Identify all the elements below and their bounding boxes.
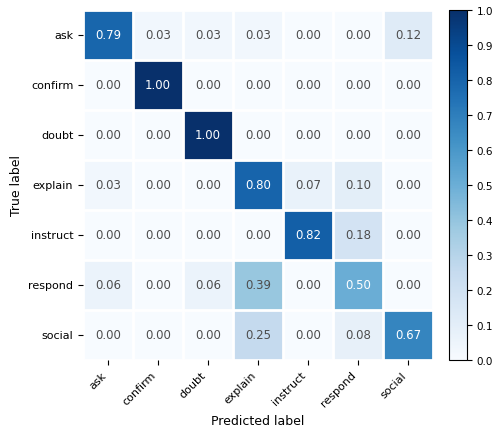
Text: 0.00: 0.00 bbox=[95, 329, 121, 342]
Text: 0.25: 0.25 bbox=[245, 329, 271, 342]
Text: 0.80: 0.80 bbox=[245, 179, 271, 192]
Text: 0.00: 0.00 bbox=[195, 179, 221, 192]
Text: 0.00: 0.00 bbox=[145, 279, 171, 292]
Text: 0.00: 0.00 bbox=[395, 279, 421, 292]
Text: 0.00: 0.00 bbox=[395, 229, 421, 242]
Text: 0.00: 0.00 bbox=[145, 329, 171, 342]
Text: 0.12: 0.12 bbox=[395, 30, 421, 43]
Text: 0.82: 0.82 bbox=[295, 229, 321, 242]
Text: 0.67: 0.67 bbox=[395, 329, 421, 342]
Text: 0.00: 0.00 bbox=[195, 329, 221, 342]
Text: 0.00: 0.00 bbox=[245, 229, 271, 242]
Text: 0.00: 0.00 bbox=[195, 79, 221, 92]
Text: 0.00: 0.00 bbox=[95, 79, 121, 92]
Y-axis label: True label: True label bbox=[10, 155, 22, 216]
Text: 0.00: 0.00 bbox=[95, 229, 121, 242]
Text: 0.00: 0.00 bbox=[345, 79, 371, 92]
Text: 0.00: 0.00 bbox=[395, 129, 421, 142]
Text: 0.00: 0.00 bbox=[245, 129, 271, 142]
Text: 0.00: 0.00 bbox=[145, 229, 171, 242]
Text: 0.00: 0.00 bbox=[295, 30, 321, 43]
Text: 0.00: 0.00 bbox=[295, 279, 321, 292]
Text: 0.08: 0.08 bbox=[345, 329, 371, 342]
Text: 0.00: 0.00 bbox=[395, 179, 421, 192]
Text: 0.00: 0.00 bbox=[295, 329, 321, 342]
Text: 0.00: 0.00 bbox=[145, 129, 171, 142]
Text: 0.00: 0.00 bbox=[145, 179, 171, 192]
Text: 0.00: 0.00 bbox=[245, 79, 271, 92]
Text: 0.00: 0.00 bbox=[95, 129, 121, 142]
Text: 0.03: 0.03 bbox=[245, 30, 271, 43]
Text: 0.10: 0.10 bbox=[345, 179, 371, 192]
Text: 0.03: 0.03 bbox=[95, 179, 121, 192]
Text: 0.00: 0.00 bbox=[395, 79, 421, 92]
Text: 0.39: 0.39 bbox=[245, 279, 271, 292]
Text: 0.00: 0.00 bbox=[195, 229, 221, 242]
Text: 0.00: 0.00 bbox=[345, 129, 371, 142]
Text: 0.18: 0.18 bbox=[345, 229, 371, 242]
Text: 0.06: 0.06 bbox=[195, 279, 221, 292]
X-axis label: Predicted label: Predicted label bbox=[212, 414, 304, 427]
Text: 0.00: 0.00 bbox=[345, 30, 371, 43]
Text: 1.00: 1.00 bbox=[195, 129, 221, 142]
Text: 0.03: 0.03 bbox=[145, 30, 171, 43]
Text: 0.00: 0.00 bbox=[295, 79, 321, 92]
Text: 1.00: 1.00 bbox=[145, 79, 171, 92]
Text: 0.79: 0.79 bbox=[95, 30, 121, 43]
Text: 0.06: 0.06 bbox=[95, 279, 121, 292]
Text: 0.00: 0.00 bbox=[295, 129, 321, 142]
Text: 0.50: 0.50 bbox=[345, 279, 371, 292]
Text: 0.07: 0.07 bbox=[295, 179, 321, 192]
Text: 0.03: 0.03 bbox=[195, 30, 221, 43]
